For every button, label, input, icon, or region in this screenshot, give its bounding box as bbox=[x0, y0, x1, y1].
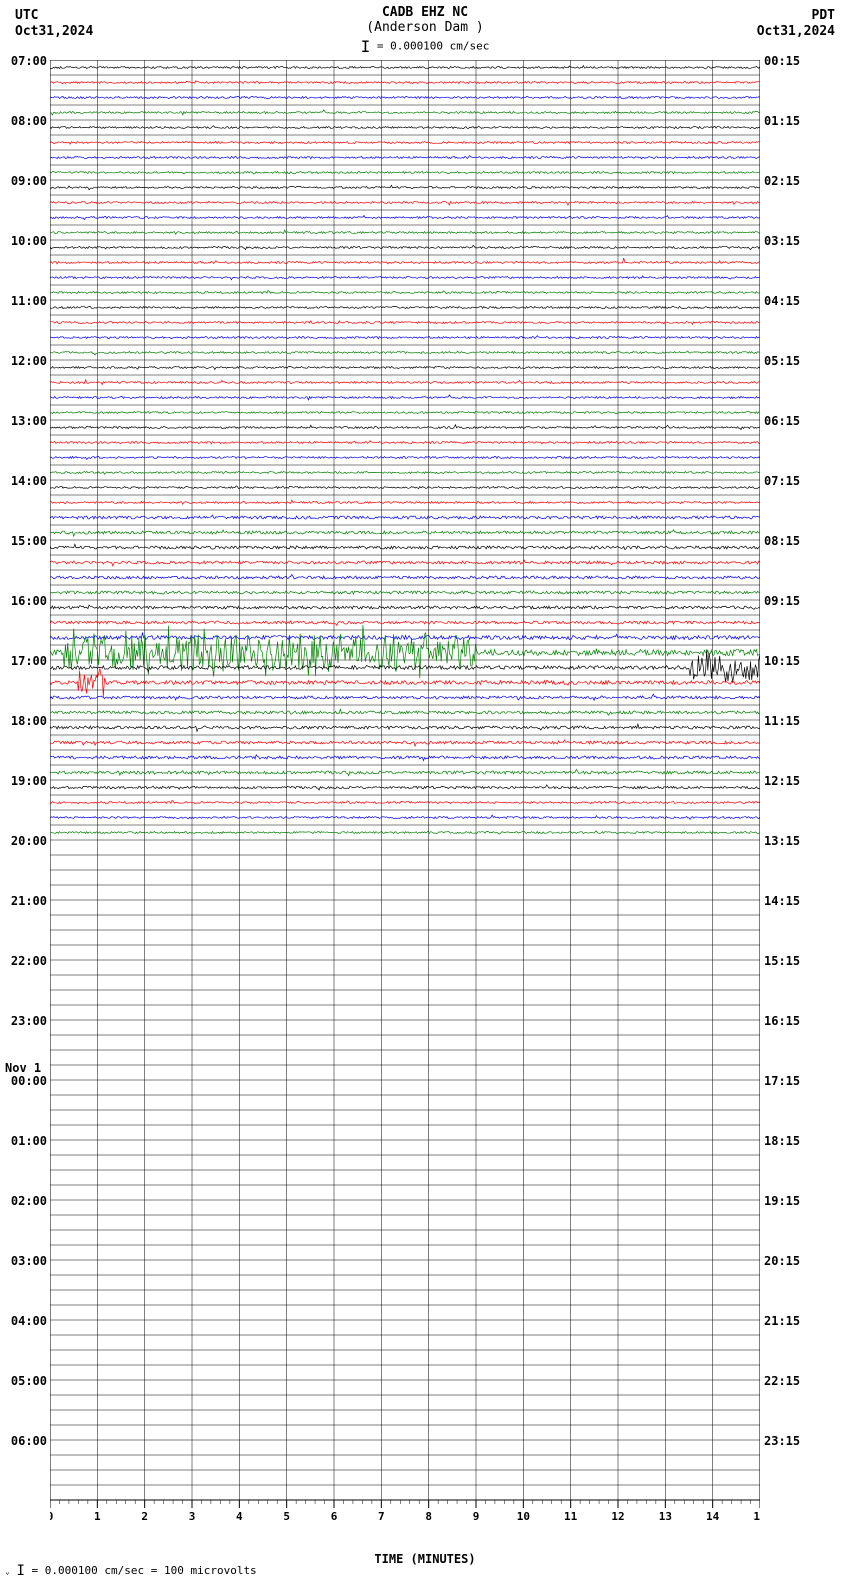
pdt-time-label: 22:15 bbox=[764, 1374, 814, 1388]
utc-time-label: 10:00 bbox=[2, 234, 47, 248]
svg-text:3: 3 bbox=[189, 1510, 196, 1520]
utc-time-label: 13:00 bbox=[2, 414, 47, 428]
pdt-time-label: 07:15 bbox=[764, 474, 814, 488]
svg-text:9: 9 bbox=[473, 1510, 480, 1520]
pdt-time-label: 15:15 bbox=[764, 954, 814, 968]
svg-text:13: 13 bbox=[659, 1510, 672, 1520]
svg-text:1: 1 bbox=[94, 1510, 101, 1520]
pdt-time-label: 16:15 bbox=[764, 1014, 814, 1028]
utc-time-label: 08:00 bbox=[2, 114, 47, 128]
svg-text:7: 7 bbox=[378, 1510, 385, 1520]
utc-time-label: 18:00 bbox=[2, 714, 47, 728]
utc-time-label: 03:00 bbox=[2, 1254, 47, 1268]
utc-time-label: 20:00 bbox=[2, 834, 47, 848]
pdt-time-label: 18:15 bbox=[764, 1134, 814, 1148]
footer-tick: ⌄ bbox=[5, 1567, 10, 1576]
pdt-time-label: 17:15 bbox=[764, 1074, 814, 1088]
svg-text:14: 14 bbox=[706, 1510, 720, 1520]
svg-text:0: 0 bbox=[50, 1510, 53, 1520]
header: CADB EHZ NC (Anderson Dam ) I = 0.000100… bbox=[0, 5, 850, 56]
footer-text: ⌄ I = 0.000100 cm/sec = 100 microvolts bbox=[5, 1563, 257, 1579]
pdt-time-label: 19:15 bbox=[764, 1194, 814, 1208]
svg-text:6: 6 bbox=[331, 1510, 338, 1520]
utc-time-label: 02:00 bbox=[2, 1194, 47, 1208]
utc-time-label: 05:00 bbox=[2, 1374, 47, 1388]
pdt-time-label: 23:15 bbox=[764, 1434, 814, 1448]
utc-time-label: 22:00 bbox=[2, 954, 47, 968]
date-prefix-label: Nov 1 bbox=[5, 1061, 41, 1075]
svg-text:5: 5 bbox=[283, 1510, 290, 1520]
svg-text:8: 8 bbox=[425, 1510, 432, 1520]
utc-time-label: 01:00 bbox=[2, 1134, 47, 1148]
pdt-time-label: 06:15 bbox=[764, 414, 814, 428]
utc-time-label: 23:00 bbox=[2, 1014, 47, 1028]
footer-symbol: I bbox=[16, 1563, 24, 1579]
utc-time-label: 11:00 bbox=[2, 294, 47, 308]
utc-time-label: 00:00 bbox=[2, 1074, 47, 1088]
scale-info: I = 0.000100 cm/sec bbox=[0, 37, 850, 56]
seismogram-svg: 0123456789101112131415 bbox=[50, 60, 760, 1520]
pdt-time-label: 12:15 bbox=[764, 774, 814, 788]
pdt-time-label: 11:15 bbox=[764, 714, 814, 728]
pdt-time-label: 08:15 bbox=[764, 534, 814, 548]
station-location: (Anderson Dam ) bbox=[0, 20, 850, 35]
utc-time-label: 19:00 bbox=[2, 774, 47, 788]
utc-time-label: 07:00 bbox=[2, 54, 47, 68]
utc-time-label: 17:00 bbox=[2, 654, 47, 668]
utc-time-label: 15:00 bbox=[2, 534, 47, 548]
plot-area: 0123456789101112131415 bbox=[50, 60, 760, 1520]
pdt-time-label: 02:15 bbox=[764, 174, 814, 188]
utc-time-label: 12:00 bbox=[2, 354, 47, 368]
pdt-time-label: 13:15 bbox=[764, 834, 814, 848]
pdt-time-label: 00:15 bbox=[764, 54, 814, 68]
svg-text:2: 2 bbox=[141, 1510, 148, 1520]
utc-time-label: 21:00 bbox=[2, 894, 47, 908]
pdt-time-label: 05:15 bbox=[764, 354, 814, 368]
pdt-time-label: 04:15 bbox=[764, 294, 814, 308]
pdt-time-label: 10:15 bbox=[764, 654, 814, 668]
scale-text: = 0.000100 cm/sec bbox=[377, 40, 490, 53]
svg-text:10: 10 bbox=[517, 1510, 530, 1520]
pdt-time-label: 09:15 bbox=[764, 594, 814, 608]
seismogram-container: UTC Oct31,2024 PDT Oct31,2024 CADB EHZ N… bbox=[0, 0, 850, 1584]
utc-time-label: 09:00 bbox=[2, 174, 47, 188]
pdt-time-label: 20:15 bbox=[764, 1254, 814, 1268]
pdt-time-label: 01:15 bbox=[764, 114, 814, 128]
footer-value: = 0.000100 cm/sec = 100 microvolts bbox=[32, 1564, 257, 1577]
utc-time-label: 16:00 bbox=[2, 594, 47, 608]
utc-time-label: 04:00 bbox=[2, 1314, 47, 1328]
station-title: CADB EHZ NC bbox=[0, 5, 850, 20]
svg-text:15: 15 bbox=[753, 1510, 760, 1520]
pdt-time-label: 03:15 bbox=[764, 234, 814, 248]
scale-symbol: I bbox=[361, 37, 371, 56]
pdt-time-label: 14:15 bbox=[764, 894, 814, 908]
svg-text:12: 12 bbox=[611, 1510, 624, 1520]
pdt-time-label: 21:15 bbox=[764, 1314, 814, 1328]
svg-text:4: 4 bbox=[236, 1510, 243, 1520]
utc-time-label: 06:00 bbox=[2, 1434, 47, 1448]
svg-text:11: 11 bbox=[564, 1510, 578, 1520]
utc-time-label: 14:00 bbox=[2, 474, 47, 488]
